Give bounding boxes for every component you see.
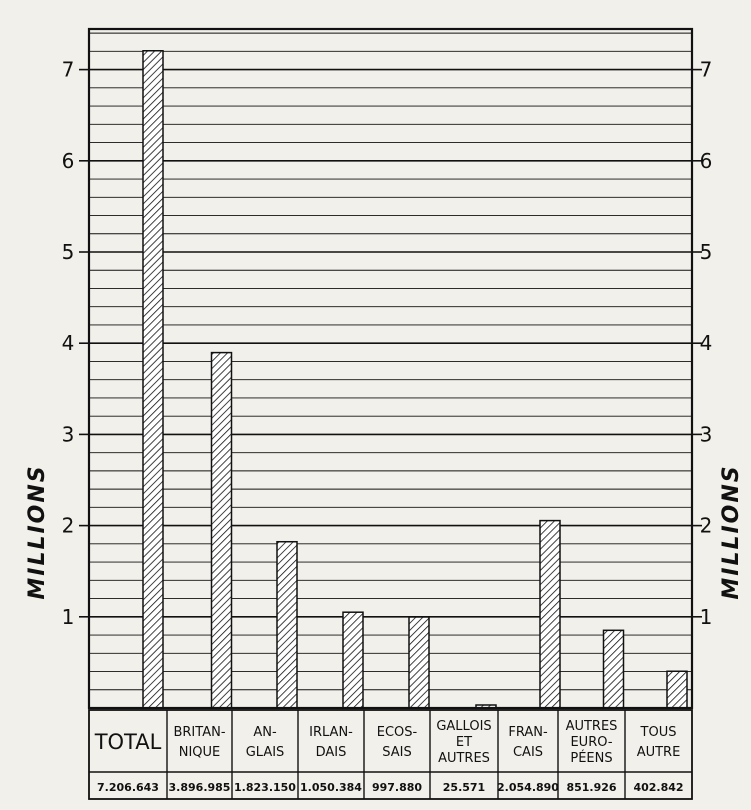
category-table: TOTAL 7.206.643 BRITAN- NIQUE 3.896.985 AN- GL…: [88, 709, 693, 800]
bar: [666, 670, 688, 709]
category-label: NIQUE: [179, 745, 221, 760]
category-label: CAIS: [513, 745, 543, 760]
bar: [342, 611, 364, 709]
value-label: 25.571: [443, 781, 485, 794]
value-label: 2.054.890: [497, 781, 559, 794]
category-label: TOTAL: [94, 730, 162, 754]
y-tick-label-left: 1: [62, 605, 75, 629]
y-tick-label-left: 7: [62, 58, 75, 82]
tick-labels: 1 1 2 2 3 3 4 4 5 5 6 6 7 7: [62, 58, 713, 629]
y-tick-label-right: 5: [700, 240, 713, 264]
y-tick-label-right: 6: [700, 149, 713, 173]
y-tick-label-left: 5: [62, 240, 75, 264]
category-label: PÉENS: [570, 750, 612, 766]
y-tick-label-left: 4: [62, 331, 75, 355]
category-label: AUTRE: [637, 745, 681, 760]
category-label: AUTRES: [438, 751, 490, 766]
bar: [142, 50, 164, 709]
category-label: ET: [456, 735, 472, 750]
y-tick-label-right: 7: [700, 58, 713, 82]
value-label: 7.206.643: [97, 781, 159, 794]
category-label: AUTRES: [566, 719, 618, 734]
category-label: SAIS: [382, 745, 411, 760]
y-tick-label-left: 6: [62, 149, 75, 173]
value-label: 1.823.150: [234, 781, 296, 794]
category-label: ECOS-: [377, 725, 418, 740]
category-label: BRITAN-: [173, 725, 225, 740]
grid-lines: [89, 32, 692, 709]
category-label: FRAN-: [508, 725, 548, 740]
y-tick-label-right: 3: [700, 422, 713, 446]
y-tick-label-left: 2: [62, 514, 75, 538]
axes: [79, 27, 702, 710]
value-label: 851.926: [566, 781, 616, 794]
bar: [539, 519, 561, 709]
bar: [602, 629, 625, 709]
value-label: 1.050.384: [300, 781, 362, 794]
category-label: GALLOIS: [436, 719, 491, 734]
table-frame: [88, 709, 693, 800]
y-tick-label-right: 1: [700, 605, 713, 629]
y-tick-label-left: 3: [62, 422, 75, 446]
y-tick-label-right: 2: [700, 514, 713, 538]
value-label: 997.880: [372, 781, 422, 794]
category-label: AN-: [253, 725, 277, 740]
value-label: 3.896.985: [169, 781, 231, 794]
plot-frame: [87, 27, 694, 710]
y-axis-label-left: MILLIONS: [25, 464, 50, 599]
category-label: IRLAN-: [309, 725, 353, 740]
y-tick-label-right: 4: [700, 331, 713, 355]
value-label: 402.842: [633, 781, 683, 794]
category-label: DAIS: [316, 745, 347, 760]
category-label: EURO-: [570, 735, 612, 750]
bar: [210, 351, 233, 709]
bar: [276, 540, 298, 709]
bar: [408, 616, 430, 709]
y-axis-label-right: MILLIONS: [719, 464, 744, 599]
category-label: TOUS: [640, 725, 677, 740]
category-label: GLAIS: [246, 745, 285, 760]
